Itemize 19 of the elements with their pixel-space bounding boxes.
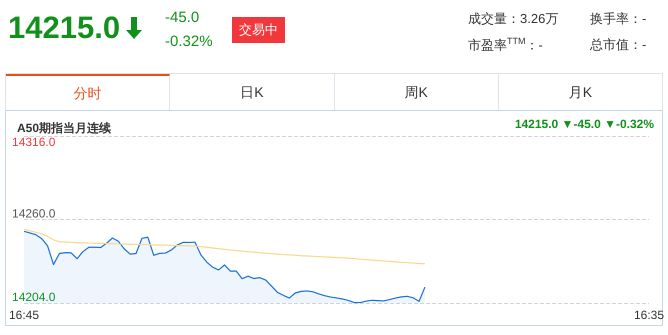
text: 周K (334, 74, 499, 110)
text: -45.0 (165, 9, 200, 26)
x-tick-label: 16:35 (634, 308, 664, 322)
text: 月K (568, 83, 594, 102)
text: -0.32% (165, 33, 213, 50)
text: 市盈率$^{TTM}$：- (468, 36, 543, 54)
chart-title: A50期指当月连续 (17, 121, 112, 135)
y-tick-label: 14260.0 (12, 206, 56, 220)
y-tick-label: 14316.0 (12, 135, 56, 149)
y-tick-label: 14204.0 (12, 290, 56, 304)
text: 换手率：- (590, 10, 646, 28)
text: 14215.0 (8, 10, 120, 46)
text: 成交量：3.26万 (468, 10, 558, 28)
text: 分时 (6, 74, 170, 110)
text: 日K (170, 74, 334, 110)
text: 总市值：- (590, 36, 646, 54)
text: 交易中 (232, 17, 285, 43)
text: 14215.0 ▼-45.0 ▼-0.32% (514, 117, 654, 131)
x-tick-label: 16:45 (9, 308, 40, 322)
